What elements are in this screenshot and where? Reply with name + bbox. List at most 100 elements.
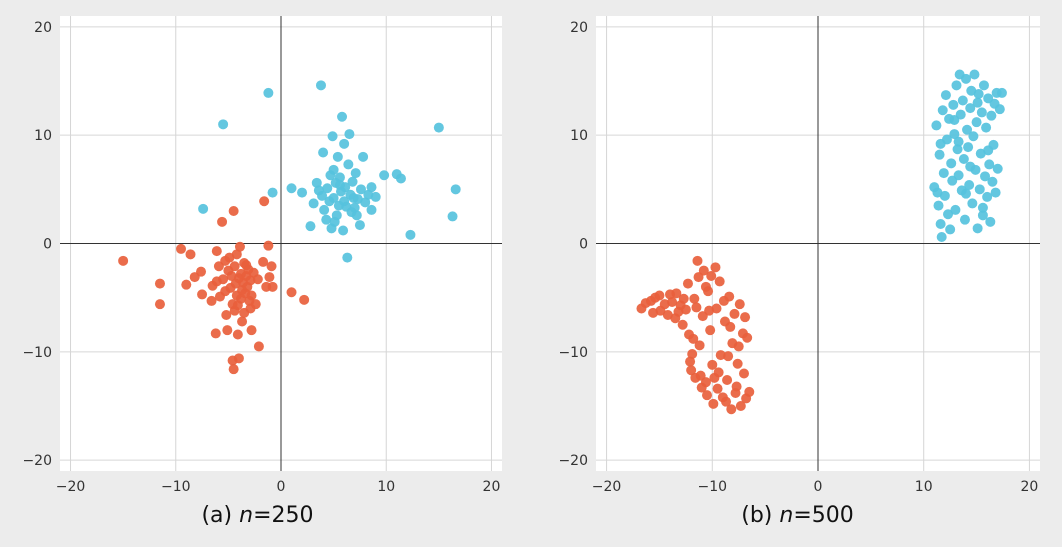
data-point xyxy=(214,291,225,302)
data-point xyxy=(949,115,960,125)
x-tick-label: 10 xyxy=(915,479,933,495)
data-point xyxy=(933,200,944,211)
data-point xyxy=(695,370,706,381)
data-point xyxy=(958,154,969,164)
data-point xyxy=(965,103,976,114)
data-point xyxy=(321,214,332,225)
caption-a-prefix: (a) xyxy=(201,503,233,528)
data-point xyxy=(937,105,948,116)
x-tick-label: 20 xyxy=(483,479,501,495)
data-point xyxy=(217,216,228,227)
data-point xyxy=(348,193,359,203)
data-point xyxy=(176,243,187,254)
data-point xyxy=(936,232,947,242)
data-point xyxy=(349,202,360,213)
data-point xyxy=(241,260,252,271)
data-point xyxy=(354,220,365,231)
data-point xyxy=(965,161,976,172)
data-point xyxy=(358,151,369,162)
data-point xyxy=(714,276,725,287)
data-point xyxy=(971,117,982,128)
data-point xyxy=(705,325,716,336)
data-point xyxy=(968,131,979,142)
caption-a: (a) n=250 xyxy=(0,503,515,528)
data-point xyxy=(325,170,336,181)
data-point xyxy=(221,310,232,320)
scatter-plot-b: −20 −10 0 10 20 −20 −10 0 10 20 xyxy=(558,16,1040,495)
series-b-blue xyxy=(929,69,1007,242)
data-point xyxy=(722,375,733,385)
x-tick-label: −10 xyxy=(698,479,728,495)
caption-b-prefix: (b) xyxy=(741,503,773,528)
data-point xyxy=(957,95,968,106)
data-point xyxy=(246,325,257,336)
data-point xyxy=(726,404,737,415)
data-point xyxy=(245,275,256,286)
data-point xyxy=(934,149,945,160)
data-point xyxy=(938,168,949,179)
data-point xyxy=(344,129,355,140)
data-point xyxy=(342,252,353,263)
data-point xyxy=(974,184,985,195)
data-point xyxy=(218,119,229,130)
data-point xyxy=(332,151,343,162)
data-point xyxy=(981,122,992,133)
data-point xyxy=(267,187,278,198)
data-point xyxy=(210,328,221,339)
data-point xyxy=(964,180,975,190)
data-point xyxy=(338,225,349,236)
caption-b-value: =500 xyxy=(793,503,854,528)
data-point xyxy=(370,191,381,202)
data-point xyxy=(961,73,971,84)
data-point xyxy=(237,316,248,327)
caption-b: (b) n=500 xyxy=(533,503,1062,528)
data-point xyxy=(351,210,362,221)
data-point xyxy=(740,312,751,323)
y-tick-label: 10 xyxy=(34,128,52,144)
data-point xyxy=(976,107,987,118)
data-point xyxy=(198,203,209,214)
data-point xyxy=(405,229,416,240)
data-point xyxy=(709,372,720,383)
data-point xyxy=(949,129,960,140)
series-a-red xyxy=(118,196,310,375)
data-point xyxy=(982,191,993,202)
data-point xyxy=(983,145,994,156)
data-point xyxy=(731,381,742,392)
y-tick-label: 0 xyxy=(579,237,588,253)
data-point xyxy=(252,274,263,285)
data-point xyxy=(220,255,231,266)
data-point xyxy=(733,341,744,352)
series-b-red xyxy=(636,255,755,415)
data-point xyxy=(350,168,361,179)
data-point xyxy=(744,386,755,397)
data-point xyxy=(447,211,458,222)
data-point xyxy=(723,351,734,362)
x-tick-label: 20 xyxy=(1021,479,1039,495)
x-tick-label: 0 xyxy=(814,479,823,495)
data-point xyxy=(337,111,348,122)
data-point xyxy=(691,302,702,313)
data-point xyxy=(996,87,1007,98)
y-tick-label: 20 xyxy=(570,20,588,36)
data-point xyxy=(994,104,1005,115)
data-point xyxy=(953,170,964,181)
data-point xyxy=(366,182,377,193)
data-point xyxy=(967,198,978,209)
data-point xyxy=(935,219,946,229)
data-point xyxy=(962,124,973,135)
data-point xyxy=(264,272,275,283)
data-point xyxy=(395,173,406,184)
data-point xyxy=(360,197,371,208)
caption-a-value: =250 xyxy=(253,503,314,528)
data-point xyxy=(154,299,165,310)
data-point xyxy=(450,184,461,195)
data-point xyxy=(654,290,665,301)
data-point xyxy=(678,293,689,304)
data-point xyxy=(977,210,988,221)
data-point xyxy=(228,206,239,216)
y-tick-label: 10 xyxy=(570,128,588,144)
data-point xyxy=(433,122,444,133)
data-point xyxy=(692,255,703,266)
